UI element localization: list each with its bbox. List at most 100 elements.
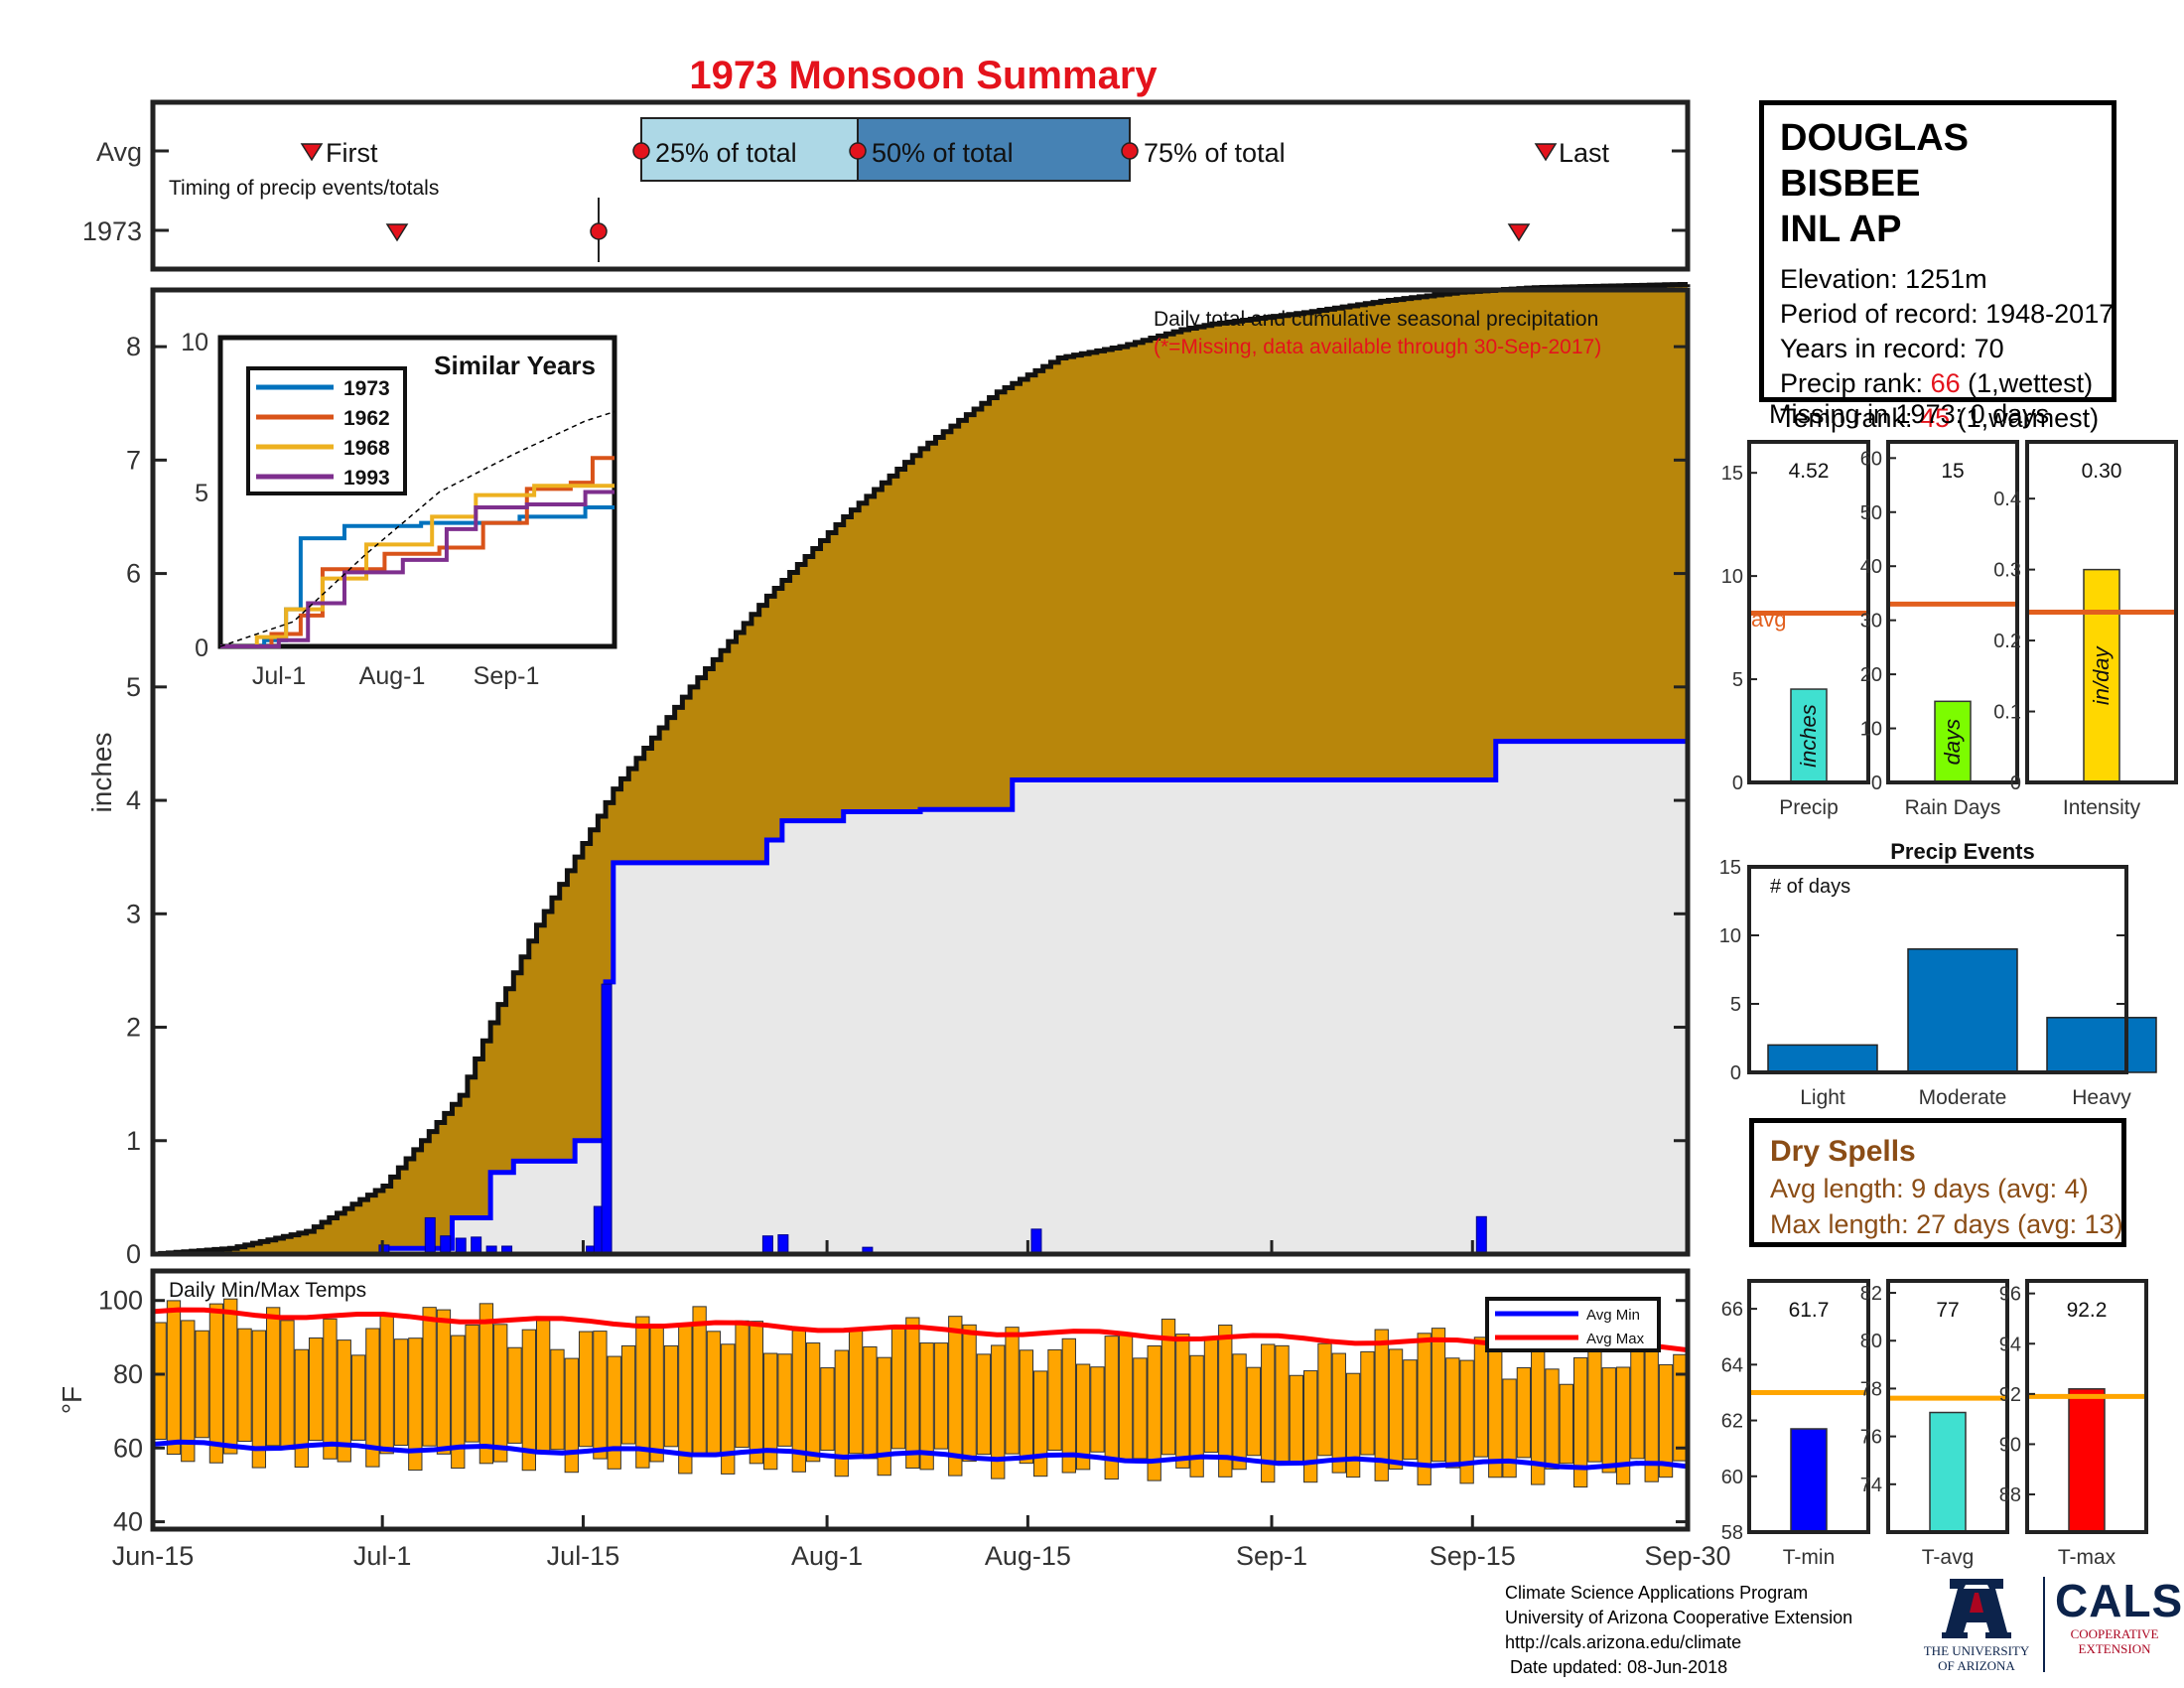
daily-temp-bar [1488,1348,1503,1478]
cals-word: CALS [2055,1575,2184,1626]
events-bar-label: Moderate [1919,1086,2007,1109]
credits-line4: Date updated: 08-Jun-2018 [1505,1657,1728,1677]
arizona-a-icon [1942,1579,2011,1638]
daily-temp-bar [763,1352,778,1471]
tmax-panel-label: T-max [2058,1546,2116,1569]
inset-legend-label: 1973 [343,377,390,400]
daily-temp-bar [692,1306,707,1455]
daily-temp-bar [1047,1348,1062,1452]
panel-frame [1747,440,1870,784]
daily-temp-bar [863,1345,878,1460]
temp-ytick-label: 80 [113,1359,143,1389]
events-tick-label: 5 [1730,994,1741,1016]
precip-total-panel-unit: inches [1796,704,1821,768]
credits-line1: Climate Science Applications Program [1505,1583,1809,1603]
avg-min-line [152,1439,1689,1471]
daily-temp-bar [493,1324,508,1463]
p25-label: 25% of total [655,138,797,168]
daily-temp-bar [1559,1383,1573,1465]
inset-ytick-5: 5 [195,480,208,507]
tick-label: 64 [1721,1354,1743,1376]
p25-marker [632,142,650,160]
tmax-panel-value: 92.2 [2067,1299,2108,1322]
daily-temp-bar [294,1348,309,1469]
daily-temp-bar [1275,1344,1290,1462]
daily-temp-bar [436,1309,452,1455]
tick-label: 0.3 [1993,560,2021,582]
x-tick-label: Sep-30 [1644,1541,1730,1571]
tick-label: 20 [1860,664,1882,686]
daily-temp-bar [564,1357,579,1474]
daily-temp-bar [706,1331,722,1455]
daily-precip-bar [761,1235,773,1255]
daily-temp-bar [1403,1359,1418,1461]
daily-temp-bar [266,1307,281,1447]
panel-frame [1747,1279,1870,1534]
daily-temp-bar [337,1339,351,1463]
station-elevation: Elevation: 1251m [1780,264,1987,294]
daily-temp-bar [578,1331,594,1448]
first-label: First [326,138,378,168]
cals-sub-line1: COOPERATIVE [2070,1626,2159,1641]
inset-legend-label: 1962 [343,407,390,430]
daily-temp-bar [237,1328,252,1443]
daily-temp-bar [451,1335,466,1470]
tick-label: 66 [1721,1299,1743,1321]
daily-precip-bar [1030,1228,1042,1255]
precip-events-panel: Precip Events Light Moderate Heavy # of da… [1719,839,2157,1109]
temp-rank-label: Temp rank: [1780,403,1913,433]
daily-temp-bar [1033,1370,1048,1477]
precip-note-2: (*=Missing, data available through 30-Se… [1154,336,1601,358]
daily-temp-bar [1431,1328,1446,1463]
precip-rank-label: Precip rank: [1780,368,1924,398]
precip-ylabel: inches [86,733,117,813]
daily-temp-bar [976,1353,992,1456]
daily-temp-bar [408,1337,423,1472]
daily-temp-bar [1203,1336,1219,1454]
daily-temp-bar [1246,1366,1262,1457]
inset-title: Similar Years [434,351,596,380]
tavg-panel-value: 77 [1936,1299,1959,1322]
events-title: Precip Events [1890,839,2035,864]
timing-avg-label: Avg [96,137,142,167]
daily-temp-bar [678,1324,693,1475]
daily-temp-bar [1630,1336,1645,1460]
credits-line2: University of Arizona Cooperative Extens… [1505,1608,1853,1627]
station-name: DOUGLAS BISBEE INL AP [1780,115,2096,252]
inset-series-line-1962 [220,456,614,648]
tmin-panel-bar [1790,1428,1828,1533]
logo-divider [2043,1577,2045,1672]
legend-avg-max: Avg Max [1586,1331,1645,1347]
daily-temp-bar [1019,1349,1034,1465]
daily-temp-bar [208,1303,224,1464]
tick-label: 5 [1732,669,1743,691]
daily-precip-bar [601,983,613,1255]
daily-temp-bar [1317,1342,1332,1457]
daily-temp-bar [735,1320,750,1449]
tick-label: 60 [1860,448,1882,470]
daily-temp-bar [1118,1334,1134,1462]
temp-ylabel: °F [57,1386,87,1414]
x-tick-label: Aug-1 [791,1541,863,1571]
station-temp-rank: Temp rank: 45 (1,warmest) [1780,401,2099,436]
last-marker-year [1507,223,1531,242]
daily-temp-bar [933,1342,949,1450]
daily-temp-bar [1189,1354,1204,1477]
precip-avg-label: avg [1751,607,1786,632]
dry-spells-box: Dry Spells Avg length: 9 days (avg: 4) M… [1749,1118,2126,1247]
daily-temp-bar [1345,1372,1361,1478]
daily-temp-bar [195,1330,209,1439]
events-bar-light [1767,1044,1878,1073]
precip-ytick-label: 3 [126,899,141,928]
daily-temp-bar [1175,1334,1190,1469]
x-tick-label: Sep-1 [1236,1541,1307,1571]
temp-legend [1485,1297,1661,1352]
tick-label: 62 [1721,1411,1743,1433]
daily-temp-bar [1445,1357,1460,1469]
avg-cumulative-line [153,281,1691,1257]
daily-temp-bar [1147,1344,1161,1481]
tick-label: 0 [2010,773,2021,794]
timing-year-label: 1973 [82,216,142,246]
year-cumulative-area [153,741,1688,1254]
